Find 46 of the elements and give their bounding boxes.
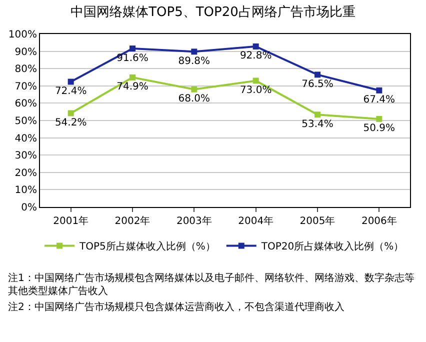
data-label: 72.4% xyxy=(54,86,87,97)
chart-title: 中国网络媒体TOP5、TOP20占网络广告市场比重 xyxy=(70,4,356,20)
point xyxy=(191,48,198,55)
point xyxy=(314,72,320,78)
point xyxy=(130,74,136,80)
data-label: 74.9% xyxy=(116,82,148,93)
legend-label: TOP20所占媒体收入比例（%） xyxy=(260,240,404,253)
data-label: 89.8% xyxy=(178,56,210,67)
y-tick-label: 100% xyxy=(8,30,37,40)
x-tick-label: 2003年 xyxy=(176,215,212,227)
data-label: 91.6% xyxy=(116,52,148,64)
point xyxy=(376,87,382,94)
data-label: 54.2% xyxy=(54,117,87,128)
point xyxy=(252,78,259,84)
x-tick-label: 2006年 xyxy=(361,215,397,227)
point xyxy=(191,86,198,92)
point xyxy=(68,78,74,85)
x-tick-label: 2002年 xyxy=(114,215,150,227)
point xyxy=(376,116,382,122)
point xyxy=(130,46,136,52)
data-label: 67.4% xyxy=(363,94,396,106)
point xyxy=(68,110,74,116)
y-tick-label: 20% xyxy=(14,168,37,179)
text: 注1：中国网络广告市场规模包含网络媒体以及电子邮件、网络软件、网络游戏、数字杂志等其他类型媒体广告收入 xyxy=(8,272,416,298)
data-label: 68.0% xyxy=(178,94,210,105)
point xyxy=(252,43,259,50)
y-tick-label: 60% xyxy=(14,98,37,110)
text: 注2：中国网络广告市场规模只包含媒体运营商收入，不包含渠道代理商收入 xyxy=(8,301,346,314)
y-tick-label: 0% xyxy=(21,202,37,214)
data-label: 73.0% xyxy=(240,84,272,96)
data-label: 92.8% xyxy=(240,50,272,62)
point xyxy=(314,112,320,118)
data-label: 76.5% xyxy=(302,78,334,90)
x-tick-label: 2005年 xyxy=(300,215,336,227)
y-tick-label: 30% xyxy=(14,150,37,162)
data-label: 50.9% xyxy=(363,123,396,134)
y-tick-label: 10% xyxy=(14,185,37,196)
y-tick-label: 40% xyxy=(14,133,37,144)
y-tick-label: 90% xyxy=(14,46,37,58)
legend-label: TOP5所占媒体收入比例（%） xyxy=(78,240,216,253)
x-tick-label: 2001年 xyxy=(53,215,89,227)
y-tick-label: 80% xyxy=(14,64,37,76)
x-tick-label: 2004年 xyxy=(238,215,274,227)
y-tick-label: 50% xyxy=(14,116,37,127)
y-tick-label: 70% xyxy=(14,81,37,92)
data-label: 53.4% xyxy=(302,118,334,130)
